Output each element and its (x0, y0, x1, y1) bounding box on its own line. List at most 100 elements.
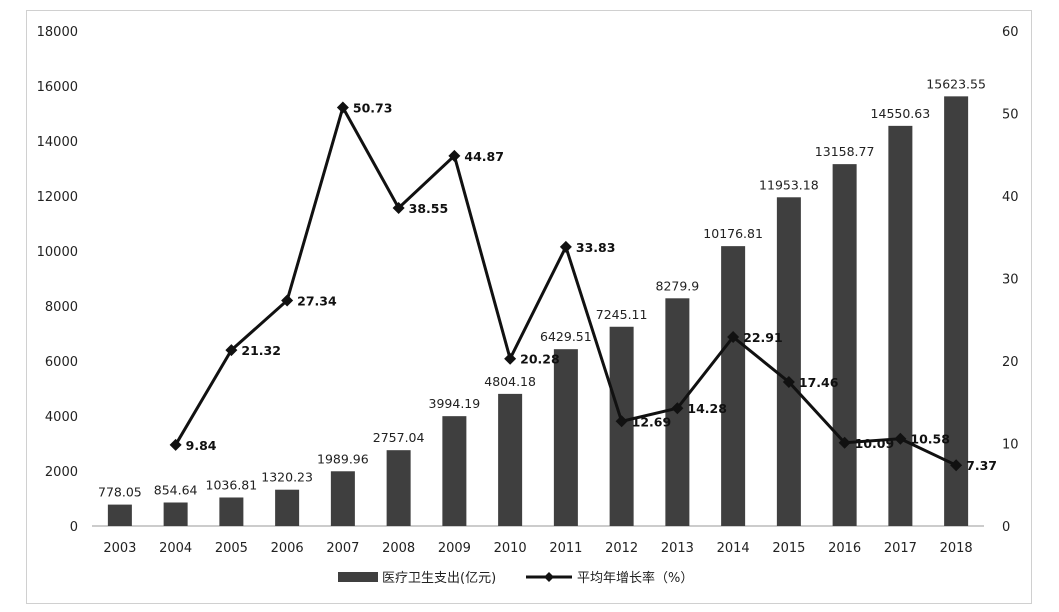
line-data-label: 7.37 (966, 458, 997, 473)
x-tick-label: 2014 (717, 541, 750, 556)
line-point-marker (671, 402, 684, 415)
line-point-marker (448, 149, 461, 162)
left-y-tick-label: 18000 (37, 25, 78, 40)
right-y-tick-label: 30 (1002, 273, 1019, 288)
legend-line-marker (544, 572, 554, 582)
bar-data-label: 4804.18 (484, 374, 536, 389)
line-data-label: 12.69 (632, 414, 672, 429)
line-data-label: 50.73 (353, 100, 393, 115)
bar (721, 246, 746, 526)
left-y-tick-label: 0 (70, 520, 78, 535)
x-tick-label: 2016 (828, 541, 861, 556)
x-axis: 2003 2004 2005 2006 2007 2008 2009 2010 2011 2012… (92, 525, 984, 556)
line-data-label: 20.28 (520, 352, 560, 367)
right-y-tick-label: 20 (1002, 355, 1019, 370)
line-point-marker (950, 459, 963, 472)
x-tick-label: 2005 (215, 541, 248, 556)
right-y-tick-label: 40 (1002, 190, 1019, 205)
bar-data-label: 854.64 (154, 482, 198, 497)
line-data-labels: 9.84 21.32 27.34 50.73 38.55 44.87 20.28 33.83 1… (186, 100, 997, 473)
line-point-marker (336, 101, 349, 114)
line-data-label: 44.87 (464, 149, 504, 164)
line-point-marker (392, 201, 405, 214)
x-tick-label: 2013 (661, 541, 694, 556)
bar-data-label: 14550.63 (871, 106, 931, 121)
x-tick-label: 2017 (884, 541, 917, 556)
bar-data-label: 778.05 (98, 485, 142, 500)
legend: 医疗卫生支出(亿元) 平均年增长率（%） (338, 570, 693, 586)
line-series (169, 101, 963, 472)
bar (442, 416, 467, 526)
x-tick-label: 2018 (940, 541, 973, 556)
left-y-tick-label: 14000 (37, 135, 78, 150)
x-tick-label: 2009 (438, 541, 471, 556)
bar-data-label: 11953.18 (759, 177, 819, 192)
right-y-tick-label: 50 (1002, 108, 1019, 123)
line-data-label: 14.28 (687, 401, 727, 416)
x-tick-label: 2010 (494, 541, 527, 556)
line-point-marker (727, 330, 740, 343)
left-y-tick-label: 8000 (45, 300, 78, 315)
bar-data-label: 3994.19 (429, 396, 481, 411)
right-y-tick-label: 60 (1002, 25, 1019, 40)
right-y-axis: 0 10 20 30 40 50 60 (1002, 25, 1019, 535)
bar-data-label: 2757.04 (373, 430, 425, 445)
line-data-label: 38.55 (409, 201, 449, 216)
line-point-marker (559, 240, 572, 253)
bar-data-label: 7245.11 (596, 307, 648, 322)
left-y-tick-label: 16000 (37, 80, 78, 95)
line-data-label: 27.34 (297, 293, 337, 308)
bar (386, 450, 411, 526)
left-y-tick-label: 10000 (37, 245, 78, 260)
bar-data-label: 1989.96 (317, 451, 369, 466)
bar (498, 393, 523, 526)
line-data-label: 22.91 (743, 330, 783, 345)
bar (330, 471, 355, 526)
line-data-label: 21.32 (241, 343, 281, 358)
chart-frame (26, 10, 1032, 604)
right-y-tick-label: 0 (1002, 520, 1010, 535)
x-tick-label: 2004 (159, 541, 192, 556)
left-y-tick-label: 4000 (45, 410, 78, 425)
bar-data-label: 15623.55 (926, 76, 986, 91)
x-tick-label: 2007 (326, 541, 359, 556)
bar (163, 502, 188, 526)
line-point-marker (281, 294, 294, 307)
bar (776, 197, 801, 527)
bar-data-label: 1036.81 (206, 477, 258, 492)
line-point-marker (225, 344, 238, 357)
line-data-label: 17.46 (799, 375, 839, 390)
line-point-marker (838, 436, 851, 449)
line-data-label: 9.84 (186, 438, 217, 453)
bar-data-label: 10176.81 (703, 226, 763, 241)
bar (553, 349, 578, 526)
right-y-tick-label: 10 (1002, 438, 1019, 453)
line-data-label: 33.83 (576, 240, 616, 255)
x-tick-label: 2012 (605, 541, 638, 556)
line-point-marker (615, 415, 628, 428)
bar (888, 125, 913, 527)
left-y-axis: 0 2000 4000 6000 8000 10000 12000 14000 16000 180… (37, 25, 78, 535)
bar (944, 96, 969, 527)
legend-bar-label: 医疗卫生支出(亿元) (382, 571, 496, 586)
line-point-marker (169, 438, 182, 451)
line-data-label: 10.58 (910, 432, 950, 447)
line-point-marker (782, 375, 795, 388)
bar (275, 489, 300, 526)
x-tick-label: 2011 (549, 541, 582, 556)
legend-bar-swatch (338, 572, 378, 582)
bar-data-label: 13158.77 (815, 144, 875, 159)
line-point-marker (894, 432, 907, 445)
bar (107, 504, 132, 526)
left-y-tick-label: 12000 (37, 190, 78, 205)
left-y-tick-label: 2000 (45, 465, 78, 480)
line-data-label: 10.09 (855, 436, 895, 451)
line-point-marker (504, 352, 517, 365)
x-tick-label: 2008 (382, 541, 415, 556)
bar-data-label: 1320.23 (261, 470, 313, 485)
bar-data-label: 6429.51 (540, 329, 592, 344)
left-y-tick-label: 6000 (45, 355, 78, 370)
bar (832, 164, 857, 526)
x-tick-label: 2003 (103, 541, 136, 556)
